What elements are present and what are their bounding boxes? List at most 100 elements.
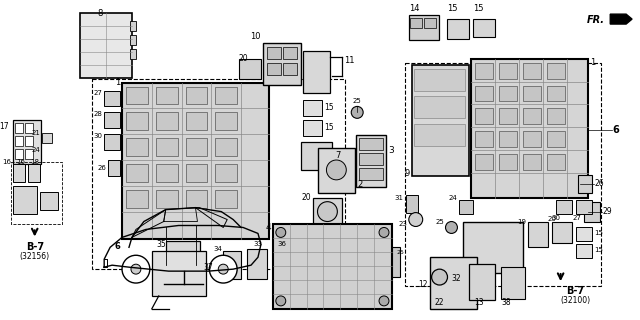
Bar xyxy=(25,149,33,159)
Bar xyxy=(414,97,465,118)
Bar xyxy=(122,83,269,239)
Circle shape xyxy=(209,255,237,283)
Bar xyxy=(303,120,323,136)
Bar xyxy=(126,164,148,182)
Bar xyxy=(15,136,23,146)
Text: 7: 7 xyxy=(335,150,340,160)
Bar xyxy=(414,69,465,91)
Bar xyxy=(13,120,41,164)
Text: 31: 31 xyxy=(395,195,404,201)
Bar xyxy=(499,131,517,147)
Bar xyxy=(303,100,323,116)
Bar xyxy=(547,85,564,101)
Bar xyxy=(523,85,541,101)
Bar xyxy=(223,251,241,279)
Bar xyxy=(152,251,206,296)
Text: 36: 36 xyxy=(277,241,286,247)
Text: 25: 25 xyxy=(436,219,445,225)
Text: 25: 25 xyxy=(397,250,404,255)
Text: 16: 16 xyxy=(2,159,11,165)
Bar xyxy=(460,200,474,213)
Text: (32100): (32100) xyxy=(561,296,591,305)
Bar xyxy=(267,47,281,59)
Text: 2: 2 xyxy=(357,180,362,189)
Text: B-7: B-7 xyxy=(566,286,584,296)
Text: 25: 25 xyxy=(353,99,362,104)
Bar xyxy=(28,164,40,182)
Bar xyxy=(359,153,383,165)
Bar xyxy=(523,154,541,170)
Bar xyxy=(359,168,383,180)
Bar xyxy=(424,18,436,28)
Bar xyxy=(412,65,469,176)
Circle shape xyxy=(276,228,285,237)
Bar xyxy=(414,124,465,146)
Bar xyxy=(474,19,495,37)
Circle shape xyxy=(122,255,150,283)
Bar xyxy=(523,108,541,124)
Bar xyxy=(156,138,178,156)
Text: 32: 32 xyxy=(452,274,461,283)
Bar xyxy=(499,85,517,101)
Bar xyxy=(283,63,297,75)
Text: 26: 26 xyxy=(595,179,604,188)
Bar xyxy=(528,221,548,247)
Text: 15: 15 xyxy=(474,4,484,13)
Bar xyxy=(215,87,237,104)
Bar xyxy=(81,13,132,78)
Bar xyxy=(552,221,572,243)
Bar xyxy=(405,63,602,286)
Bar xyxy=(499,108,517,124)
Text: 1: 1 xyxy=(115,78,120,87)
Bar xyxy=(547,108,564,124)
Bar xyxy=(156,112,178,130)
Bar xyxy=(476,154,493,170)
Bar xyxy=(42,133,52,143)
Text: 37: 37 xyxy=(204,263,213,272)
Bar xyxy=(556,200,572,213)
Text: 19: 19 xyxy=(517,219,526,225)
Bar xyxy=(447,19,469,39)
Text: 28: 28 xyxy=(93,111,102,117)
Circle shape xyxy=(276,296,285,306)
Bar xyxy=(215,190,237,208)
Bar xyxy=(577,228,593,241)
Bar xyxy=(215,138,237,156)
Bar xyxy=(130,49,136,59)
Text: 9: 9 xyxy=(404,169,410,178)
Bar xyxy=(301,142,332,170)
Bar xyxy=(13,164,25,182)
Text: 12: 12 xyxy=(418,280,428,289)
Text: B-7: B-7 xyxy=(26,242,44,252)
Bar xyxy=(429,257,477,309)
Text: 27: 27 xyxy=(572,215,581,220)
Bar xyxy=(186,112,207,130)
Text: 1: 1 xyxy=(590,58,596,67)
Text: 35: 35 xyxy=(156,240,166,249)
Bar xyxy=(359,138,383,150)
Text: 33: 33 xyxy=(253,241,262,247)
Bar xyxy=(130,21,136,31)
Bar xyxy=(577,244,593,258)
Text: 8: 8 xyxy=(97,9,103,18)
Text: 17: 17 xyxy=(0,122,9,131)
Text: 6: 6 xyxy=(114,242,120,251)
Bar xyxy=(15,149,23,159)
Bar xyxy=(215,164,237,182)
Bar xyxy=(501,267,525,299)
Text: 26: 26 xyxy=(97,165,106,171)
Bar xyxy=(186,164,207,182)
Bar xyxy=(577,200,593,213)
Text: 30: 30 xyxy=(551,215,560,220)
Bar xyxy=(356,135,386,187)
Text: 10: 10 xyxy=(250,32,261,41)
Bar xyxy=(92,79,346,269)
Bar xyxy=(126,190,148,208)
Bar xyxy=(13,186,36,213)
Circle shape xyxy=(409,212,422,227)
Bar xyxy=(579,175,593,193)
Bar xyxy=(273,225,392,309)
Bar xyxy=(239,59,261,79)
Bar xyxy=(156,190,178,208)
Bar xyxy=(476,63,493,79)
